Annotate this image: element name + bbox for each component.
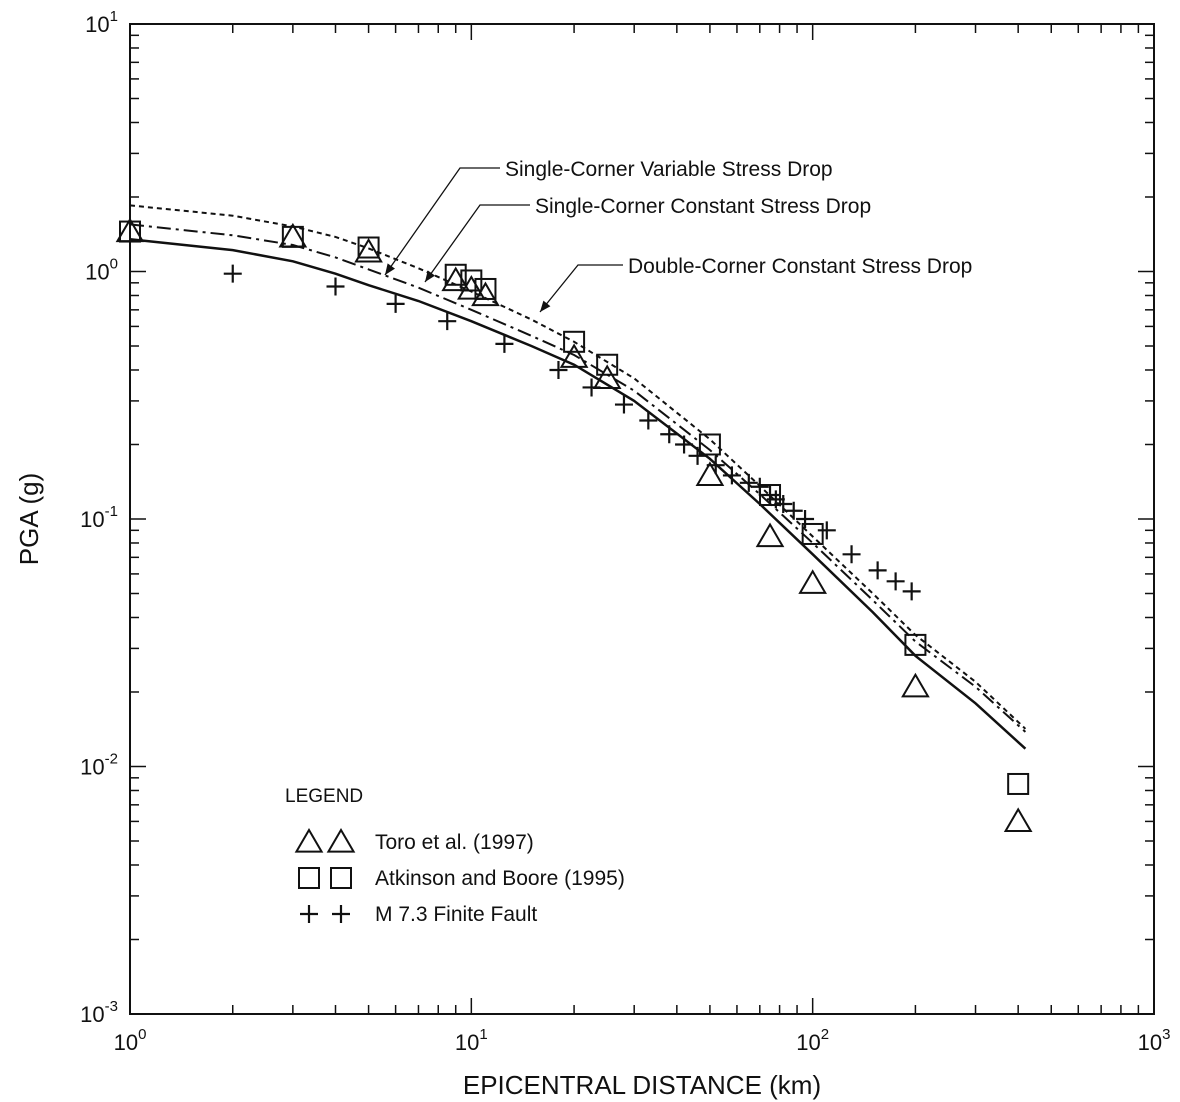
plus-point bbox=[774, 494, 793, 513]
curve-1 bbox=[129, 223, 1027, 733]
legend: LEGEND Toro et al. (1997) Atkinson and Boo… bbox=[285, 786, 625, 926]
axis-ticks bbox=[129, 23, 1155, 1015]
plus-point bbox=[706, 456, 725, 475]
plus-point bbox=[223, 264, 242, 283]
x-tick-label: 103 bbox=[1138, 1026, 1171, 1055]
triangle-point bbox=[559, 343, 589, 368]
legend-label-1: Atkinson and Boore (1995) bbox=[375, 867, 625, 890]
callout-label-0: Single-Corner Variable Stress Drop bbox=[505, 158, 833, 181]
legend-marker-square bbox=[330, 867, 352, 889]
y-tick-label: 10-2 bbox=[80, 751, 118, 780]
plus-point bbox=[902, 582, 921, 601]
triangle-point bbox=[798, 569, 828, 594]
triangle-point bbox=[1003, 807, 1033, 833]
x-tick-label: 102 bbox=[796, 1026, 829, 1055]
y-tick-label: 10-1 bbox=[80, 503, 118, 532]
plus-point bbox=[739, 473, 758, 492]
triangle-point bbox=[471, 281, 500, 307]
legend-label-0: Toro et al. (1997) bbox=[375, 831, 534, 854]
legend-marker-triangle bbox=[294, 828, 324, 853]
y-tick-label: 100 bbox=[85, 256, 118, 285]
legend-marker-plus bbox=[300, 905, 318, 923]
plus-point bbox=[326, 277, 345, 296]
square-point bbox=[444, 263, 467, 286]
legend-marker-triangle bbox=[326, 828, 356, 853]
y-axis-label: PGA (g) bbox=[14, 473, 44, 565]
plus-point bbox=[438, 312, 457, 331]
square-point bbox=[357, 236, 380, 259]
callout-label-2: Double-Corner Constant Stress Drop bbox=[628, 255, 972, 278]
triangle-point bbox=[456, 274, 486, 300]
data-points bbox=[115, 217, 1033, 833]
x-tick-label: 101 bbox=[455, 1026, 488, 1055]
square-point bbox=[563, 330, 586, 353]
plus-point bbox=[688, 446, 707, 465]
plus-point bbox=[750, 477, 769, 496]
square-point bbox=[281, 225, 304, 248]
plus-point bbox=[639, 411, 658, 430]
legend-marker-square bbox=[298, 867, 320, 889]
legend-title: LEGEND bbox=[285, 786, 363, 807]
square-point bbox=[801, 522, 824, 545]
y-tick-label: 101 bbox=[85, 8, 118, 37]
x-tick-label: 100 bbox=[114, 1026, 147, 1055]
square-point bbox=[698, 433, 721, 456]
plus-point bbox=[766, 490, 785, 509]
square-point bbox=[904, 633, 927, 656]
plus-point bbox=[614, 395, 633, 414]
x-axis-label: EPICENTRAL DISTANCE (km) bbox=[463, 1070, 821, 1100]
plus-point bbox=[842, 545, 861, 564]
callout-leader-0 bbox=[384, 167, 500, 276]
plus-point bbox=[784, 501, 803, 520]
curve-0 bbox=[129, 237, 1027, 750]
plus-point bbox=[549, 360, 568, 379]
square-point bbox=[119, 220, 141, 243]
callout-label-1: Single-Corner Constant Stress Drop bbox=[535, 195, 871, 218]
square-point bbox=[460, 269, 483, 292]
plus-point bbox=[796, 510, 815, 528]
plus-point bbox=[722, 466, 741, 485]
square-point bbox=[474, 277, 497, 300]
callout-leader-1 bbox=[424, 204, 530, 283]
callout-arrowhead-0 bbox=[385, 263, 395, 275]
model-curves bbox=[129, 204, 1027, 750]
triangle-point bbox=[901, 672, 930, 698]
plus-point bbox=[817, 521, 836, 540]
callout-leader-2 bbox=[539, 264, 623, 313]
callout-arrowhead-2 bbox=[540, 300, 551, 312]
plus-point bbox=[660, 425, 679, 444]
plus-point bbox=[495, 334, 514, 353]
triangle-point bbox=[354, 237, 383, 263]
square-point bbox=[596, 353, 619, 376]
curve-2 bbox=[129, 204, 1027, 730]
square-point bbox=[1007, 772, 1030, 795]
plus-point bbox=[675, 435, 694, 454]
plus-point bbox=[886, 572, 905, 591]
curve-callouts: Single-Corner Variable Stress Drop Single… bbox=[384, 158, 972, 313]
tick-labels: 100 101 102 103 10-3 10-2 10-1 100 101 bbox=[80, 8, 1170, 1055]
legend-label-2: M 7.3 Finite Fault bbox=[375, 903, 537, 926]
legend-marker-plus bbox=[332, 905, 350, 923]
triangle-point bbox=[695, 461, 725, 487]
triangle-point bbox=[755, 522, 785, 548]
plus-point bbox=[386, 294, 405, 313]
callout-arrowhead-1 bbox=[425, 270, 436, 282]
plus-point bbox=[868, 561, 887, 580]
plus-point bbox=[582, 378, 601, 397]
y-tick-label: 10-3 bbox=[80, 998, 118, 1027]
triangle-point bbox=[592, 364, 622, 389]
